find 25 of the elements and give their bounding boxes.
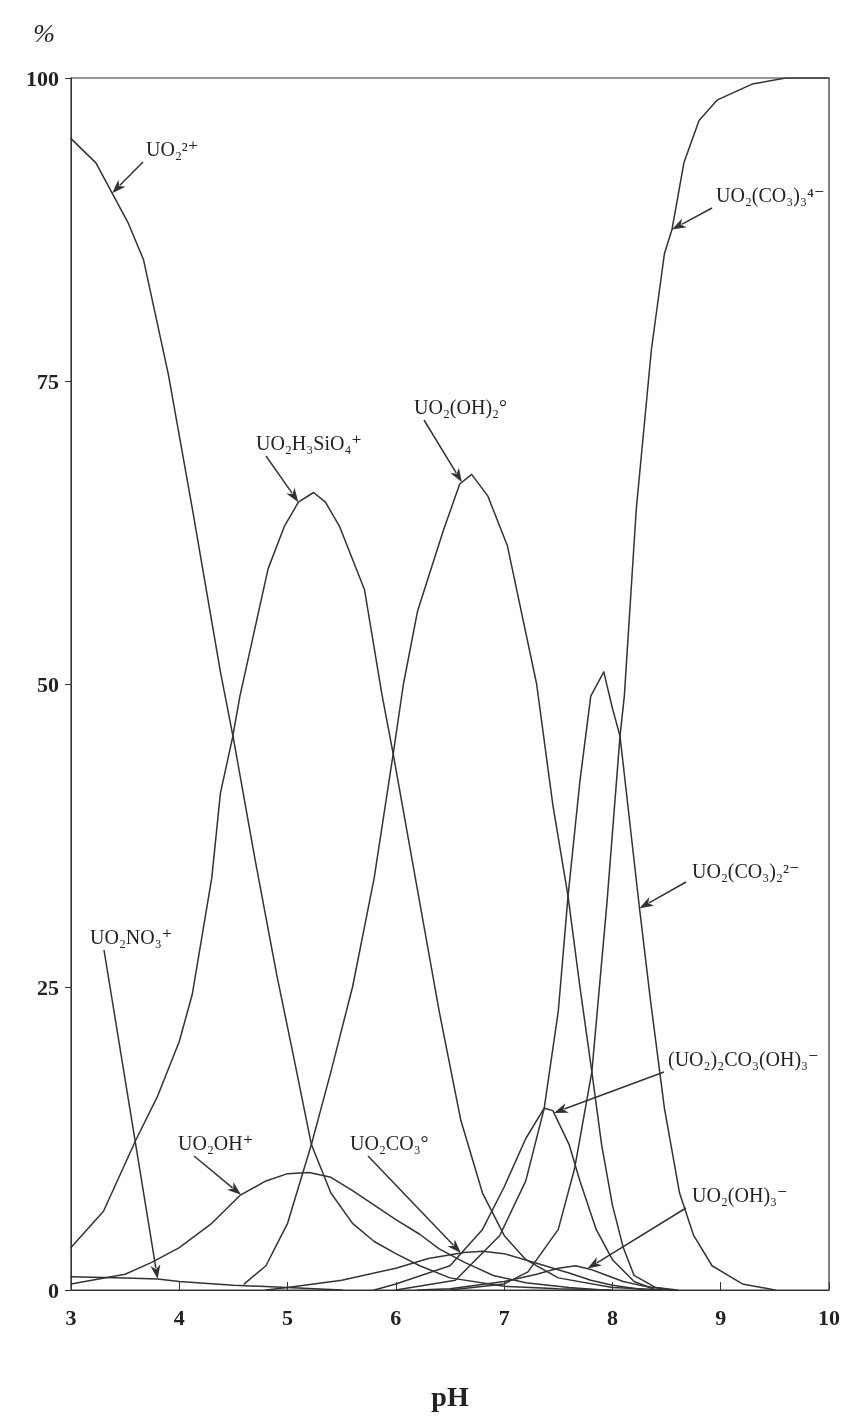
text: UO₂(CO₃)₂²⁻ [692, 860, 800, 883]
y-tick-label: 100 [26, 65, 59, 91]
y-tick-label: 50 [37, 671, 59, 697]
y-tick-label: 25 [37, 974, 59, 1000]
y-axis-title: % [33, 18, 55, 48]
x-tick-label: 4 [173, 1304, 185, 1330]
x-tick-label: 5 [282, 1304, 294, 1330]
x-tick-label: 7 [498, 1304, 510, 1330]
series-label: UO₂OH⁺ [178, 1132, 254, 1154]
x-tick-label: 9 [715, 1304, 727, 1330]
text: UO₂NO₃⁺ [90, 926, 173, 948]
y-tick-label: 0 [48, 1277, 59, 1303]
text: UO₂H₃SiO₄⁺ [256, 432, 362, 454]
x-tick-label: 8 [606, 1304, 618, 1330]
x-axis-title: pH [431, 1380, 469, 1412]
x-tick-label: 10 [818, 1304, 840, 1330]
y-tick-label: 75 [37, 368, 59, 394]
text: UO₂²⁺ [146, 138, 199, 160]
x-tick-label: 3 [65, 1304, 77, 1330]
text: (UO₂)₂CO₃(OH)₃⁻ [668, 1048, 819, 1071]
x-tick-label: 6 [390, 1304, 402, 1330]
series-label: UO₂(CO₃)₃⁴⁻ [716, 184, 825, 207]
text: UO₂(OH)₂° [414, 396, 508, 419]
text: UO₂(OH)₃⁻ [692, 1184, 788, 1207]
text: UO₂CO₃° [350, 1132, 429, 1154]
